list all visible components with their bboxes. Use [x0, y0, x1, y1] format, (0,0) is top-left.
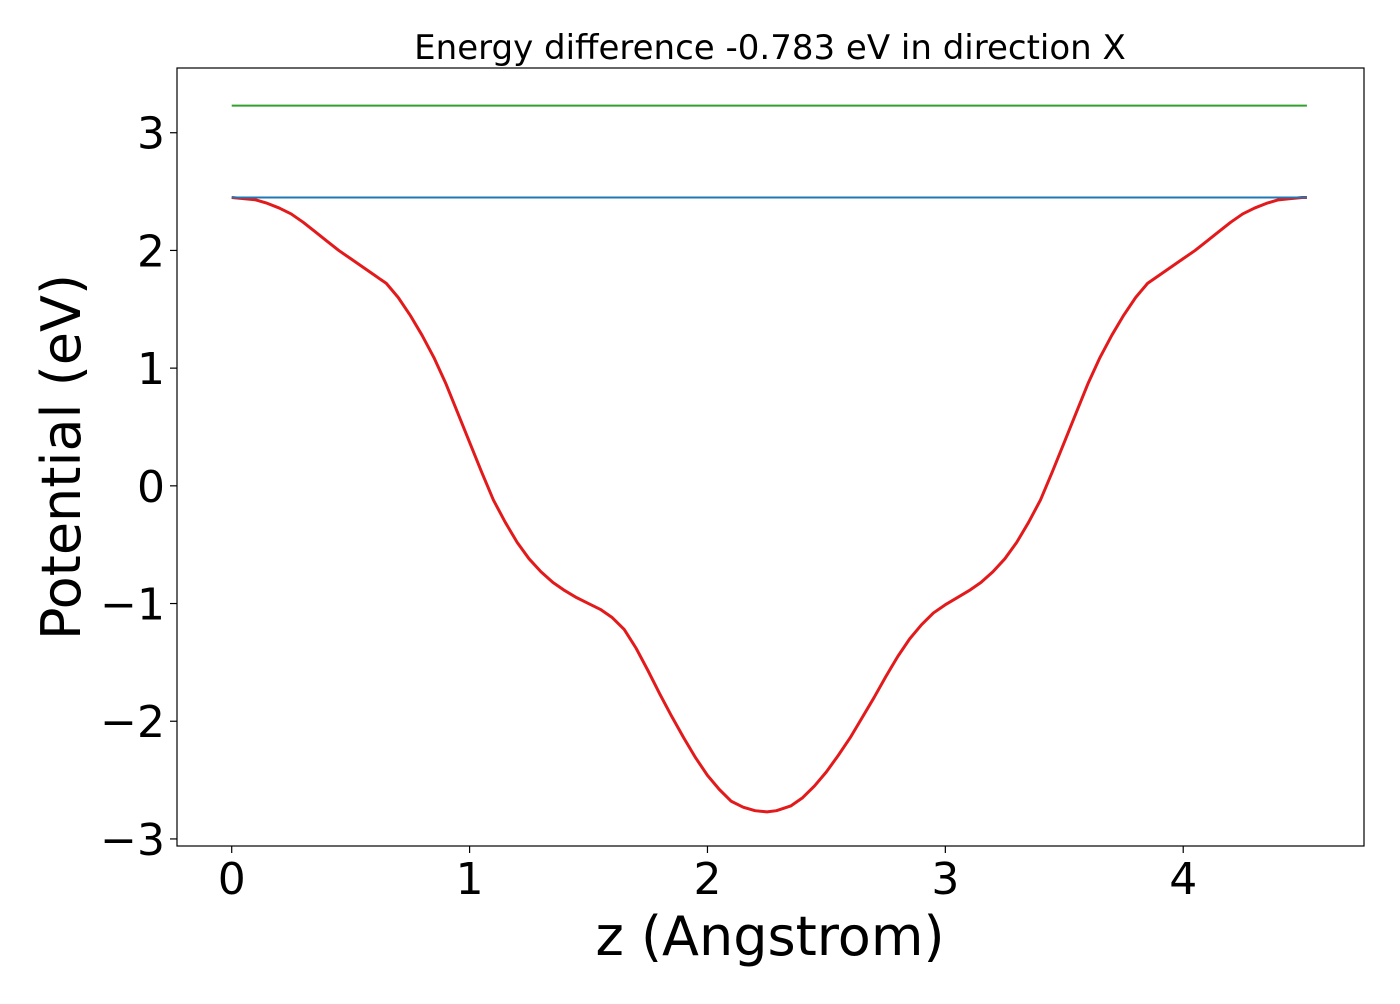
- y-tick-label: −2: [100, 697, 165, 748]
- x-axis-label: z (Angstrom): [595, 905, 944, 968]
- x-tick-label: 4: [1169, 854, 1197, 905]
- x-axis-ticks: 0 1 2 3 4: [218, 846, 1197, 905]
- y-tick-label: −1: [100, 580, 165, 631]
- y-tick-label: −3: [100, 815, 165, 866]
- y-tick-label: 2: [137, 226, 165, 277]
- y-tick-label: 0: [137, 462, 165, 513]
- x-tick-label: 2: [693, 854, 721, 905]
- y-axis-label: Potential (eV): [30, 274, 93, 640]
- y-axis-ticks: −3 −2 −1 0 1 2 3: [100, 109, 177, 866]
- chart-title: Energy difference -0.783 eV in direction…: [414, 28, 1126, 68]
- y-tick-label: 3: [137, 109, 165, 160]
- x-tick-label: 0: [218, 854, 246, 905]
- plot-area-frame: [176, 67, 1365, 847]
- x-tick-label: 3: [931, 854, 959, 905]
- y-tick-label: 1: [137, 344, 165, 395]
- series-layer: [231, 104, 1307, 814]
- x-tick-label: 1: [456, 854, 484, 905]
- series-line-0: [231, 195, 1307, 814]
